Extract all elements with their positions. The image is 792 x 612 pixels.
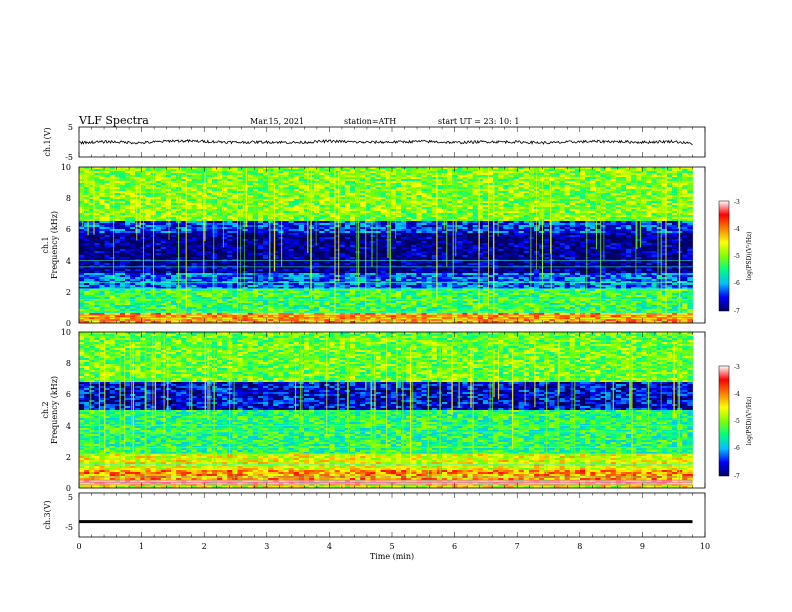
ch2-ytick-10: 10 bbox=[61, 328, 71, 337]
ch1-channel-label: ch.1 bbox=[41, 236, 50, 253]
ch2-colorbar: -3 -4 -5 -6 -7 log(PSD)(V²/Hz) bbox=[718, 364, 753, 480]
ch2-ytick-4: 4 bbox=[66, 422, 71, 431]
ch1-yticks: 0 2 4 6 8 10 bbox=[61, 163, 71, 328]
date-label: Mar.15, 2021 bbox=[250, 117, 304, 126]
ch2-ytick-2: 2 bbox=[66, 453, 71, 462]
ch1-ytick-4: 4 bbox=[66, 257, 71, 266]
ch2-frequency-label: Frequency (kHz) bbox=[50, 376, 59, 444]
ch1-ytick-top: 5 bbox=[68, 123, 73, 132]
cb1-tick-m3: -3 bbox=[734, 199, 740, 206]
cb2-label: log(PSD)(V²/Hz) bbox=[746, 397, 753, 446]
x-tick-label: 4 bbox=[327, 542, 332, 551]
cb1-tick-m4: -4 bbox=[734, 226, 740, 233]
ch1-frequency-label: Frequency (kHz) bbox=[50, 211, 59, 279]
ch2-spectrogram-panel: 0 2 4 6 8 10 ch.2 Frequency (kHz) bbox=[41, 328, 706, 493]
ch3-ytick-top: 5 bbox=[68, 493, 73, 502]
cb2-tick-m4: -4 bbox=[734, 391, 740, 398]
ch3-ytick-bottom: -5 bbox=[65, 523, 73, 532]
cb2-tick-m7: -7 bbox=[734, 473, 740, 480]
cb2-tick-m3: -3 bbox=[734, 364, 740, 371]
cb2-tick-m6: -6 bbox=[734, 445, 740, 452]
ch1-ytick-8: 8 bbox=[66, 194, 71, 203]
station-label: station=ATH bbox=[344, 117, 396, 126]
x-tick-label: 1 bbox=[139, 542, 144, 551]
x-tick-label: 0 bbox=[76, 542, 81, 551]
ch3-ylabel: ch.3(V) bbox=[43, 500, 52, 529]
cb1-tick-m6: -6 bbox=[734, 280, 740, 287]
x-tick-label: 8 bbox=[577, 542, 582, 551]
figure-title: VLF Spectra bbox=[78, 114, 149, 127]
ch1-ytick-10: 10 bbox=[61, 163, 71, 172]
ch1-waveform-panel: 5 -5 ch.1(V) bbox=[43, 123, 706, 162]
x-axis: 0 1 2 3 4 5 6 7 8 9 10 bbox=[76, 127, 710, 551]
ch2-ytick-6: 6 bbox=[66, 390, 71, 399]
ch1-ytick-bottom: -5 bbox=[65, 153, 73, 162]
ch1-colorbar: -3 -4 -5 -6 -7 log(PSD)(V²/Hz) bbox=[718, 199, 753, 315]
ch1-spectrogram-panel: 0 2 4 6 8 10 ch.1 Frequency (kHz) bbox=[41, 163, 706, 328]
cb2-tick-m5: -5 bbox=[734, 418, 740, 425]
x-tick-label: 6 bbox=[452, 542, 457, 551]
cb1-tick-m5: -5 bbox=[734, 253, 740, 260]
ch3-waveform-panel: 5 -5 ch.3(V) bbox=[43, 492, 706, 538]
ch1-ytick-6: 6 bbox=[66, 225, 71, 234]
ch2-spectrogram-image bbox=[79, 332, 705, 489]
x-tick-label: 5 bbox=[389, 542, 394, 551]
x-tick-label: 7 bbox=[515, 542, 520, 551]
ch1-ytick-2: 2 bbox=[66, 288, 71, 297]
cb1-tick-m7: -7 bbox=[734, 308, 740, 315]
cb1-label: log(PSD)(V²/Hz) bbox=[746, 232, 753, 281]
ch1-ylabel: ch.1(V) bbox=[43, 127, 52, 156]
ch1-ytick-0: 0 bbox=[66, 319, 71, 328]
ch2-ytick-8: 8 bbox=[66, 359, 71, 368]
x-tick-label: 10 bbox=[700, 542, 710, 551]
ch1-spectrogram-image bbox=[79, 167, 705, 324]
start-time-label: start UT = 23: 10: 1 bbox=[438, 117, 519, 126]
ch2-yticks: 0 2 4 6 8 10 bbox=[61, 328, 71, 493]
x-tick-label: 3 bbox=[264, 542, 269, 551]
ch2-channel-label: ch.2 bbox=[41, 401, 50, 418]
x-tick-label: 9 bbox=[640, 542, 645, 551]
x-axis-label: Time (min) bbox=[370, 552, 414, 561]
ch1-trace bbox=[78, 139, 693, 146]
x-tick-label: 2 bbox=[202, 542, 207, 551]
ch2-ytick-0: 0 bbox=[66, 484, 71, 493]
